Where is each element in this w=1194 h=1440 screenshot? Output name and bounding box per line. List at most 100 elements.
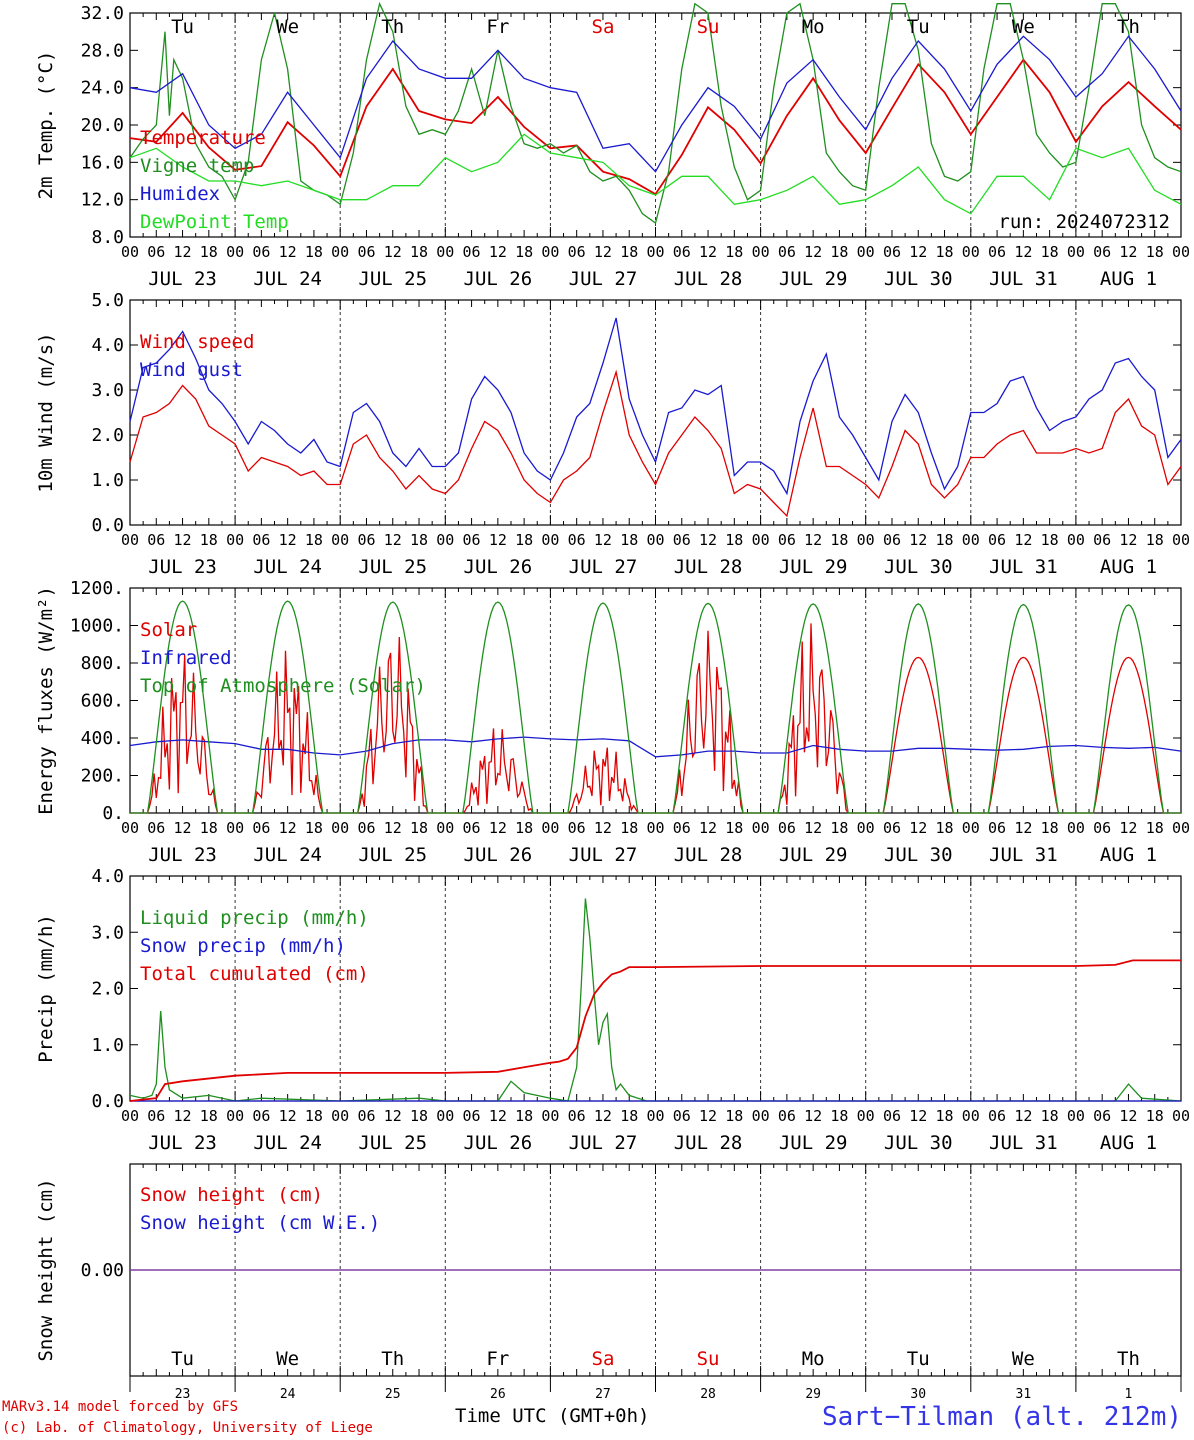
hour-label: 12 [489, 531, 507, 549]
y-tick-label: 12.0 [81, 190, 124, 211]
date-label: AUG 1 [1100, 268, 1157, 290]
hour-label: 06 [568, 243, 586, 261]
legend-entry: Snow height (cm) [140, 1184, 323, 1206]
date-label: JUL 24 [253, 844, 322, 866]
hour-label: 06 [778, 531, 796, 549]
y-tick-label: 600. [81, 691, 124, 712]
weekday-label: Th [1117, 16, 1140, 38]
hour-label: 06 [673, 531, 691, 549]
y-axis-title: Precip (mm/h) [35, 914, 57, 1063]
hour-label: 00 [436, 531, 454, 549]
y-tick-label: 24.0 [81, 78, 124, 99]
hour-label: 00 [541, 1107, 559, 1125]
weekday-label: Tu [171, 16, 194, 38]
hour-label: 12 [594, 243, 612, 261]
hour-label: 12 [699, 819, 717, 837]
panel-4 [129, 875, 1182, 1102]
date-label: JUL 29 [779, 844, 848, 866]
hour-label: 06 [357, 243, 375, 261]
legend-entry: Liquid precip (mm/h) [140, 907, 369, 929]
hour-label: 00 [962, 243, 980, 261]
date-label: JUL 24 [253, 268, 322, 290]
weekday-label: Sa [592, 16, 615, 38]
hour-label: 00 [752, 1107, 770, 1125]
date-label: AUG 1 [1100, 556, 1157, 578]
hour-label: 06 [463, 243, 481, 261]
series-line [129, 317, 1182, 496]
hour-label: 06 [883, 819, 901, 837]
y-tick-label: 0.00 [81, 1260, 124, 1281]
hour-label: 06 [778, 819, 796, 837]
hour-label: 18 [200, 1107, 218, 1125]
weekday-label: Su [697, 1348, 720, 1370]
hour-label: 12 [1014, 243, 1032, 261]
date-label: JUL 29 [779, 556, 848, 578]
y-tick-label: 0.0 [91, 515, 124, 536]
hour-label: 18 [1146, 243, 1164, 261]
legend-entry: Snow height (cm W.E.) [140, 1212, 380, 1234]
series-line [130, 623, 1181, 814]
hour-label: 18 [830, 819, 848, 837]
hour-label: 00 [121, 531, 139, 549]
run-label: run: 2024072312 [998, 211, 1170, 233]
date-label: JUL 25 [358, 844, 427, 866]
y-tick-label: 400. [81, 728, 124, 749]
series-line [129, 1, 1182, 225]
legend-entry: Wind gust [140, 359, 243, 381]
hour-label: 06 [673, 243, 691, 261]
y-tick-label: 0.0 [91, 1091, 124, 1112]
hour-label: 12 [174, 243, 192, 261]
hour-label: 18 [515, 243, 533, 261]
hour-label: 12 [1119, 531, 1137, 549]
hour-label: 06 [357, 819, 375, 837]
date-label: JUL 31 [989, 556, 1058, 578]
hour-label: 06 [252, 531, 270, 549]
hour-label: 18 [410, 819, 428, 837]
y-tick-label: 1.0 [91, 470, 124, 491]
hour-label: 12 [489, 1107, 507, 1125]
series-line [129, 959, 1181, 1102]
hour-label: 00 [646, 819, 664, 837]
hour-label: 12 [489, 819, 507, 837]
hour-label: 00 [962, 531, 980, 549]
day-number: 25 [385, 1387, 401, 1402]
y-tick-label: 4.0 [91, 335, 124, 356]
hour-label: 12 [1119, 243, 1137, 261]
y-tick-label: 3.0 [91, 922, 124, 943]
hour-label: 18 [1146, 531, 1164, 549]
hour-label: 18 [1041, 819, 1059, 837]
hour-label: 18 [830, 243, 848, 261]
hour-label: 18 [515, 1107, 533, 1125]
legend-entry: Solar [140, 619, 197, 641]
hour-label: 12 [1014, 819, 1032, 837]
date-label: JUL 31 [989, 268, 1058, 290]
legend-entry: Temperature [140, 127, 266, 149]
date-label: JUL 31 [989, 1132, 1058, 1154]
hour-label: 06 [883, 243, 901, 261]
hour-label: 18 [305, 531, 323, 549]
hour-label: 06 [883, 531, 901, 549]
date-label: JUL 23 [148, 556, 217, 578]
hour-label: 00 [436, 243, 454, 261]
y-axis-title: Snow height (cm) [35, 1178, 57, 1361]
hour-label: 12 [1119, 819, 1137, 837]
hour-label: 06 [568, 531, 586, 549]
date-label: JUL 28 [674, 844, 743, 866]
hour-label: 18 [1146, 819, 1164, 837]
y-tick-label: 8.0 [91, 227, 124, 248]
weekday-label: Mo [802, 16, 825, 38]
hour-label: 00 [226, 819, 244, 837]
series-line [129, 369, 1182, 518]
hour-label: 00 [121, 1107, 139, 1125]
hour-label: 18 [935, 243, 953, 261]
hour-label: 12 [594, 1107, 612, 1125]
hour-label: 06 [463, 819, 481, 837]
hour-label: 18 [200, 243, 218, 261]
date-label: JUL 25 [358, 556, 427, 578]
hour-label: 06 [568, 1107, 586, 1125]
hour-label: 12 [1014, 1107, 1032, 1125]
hour-label: 12 [909, 1107, 927, 1125]
date-label: JUL 26 [464, 1132, 533, 1154]
date-label: JUL 30 [884, 844, 953, 866]
